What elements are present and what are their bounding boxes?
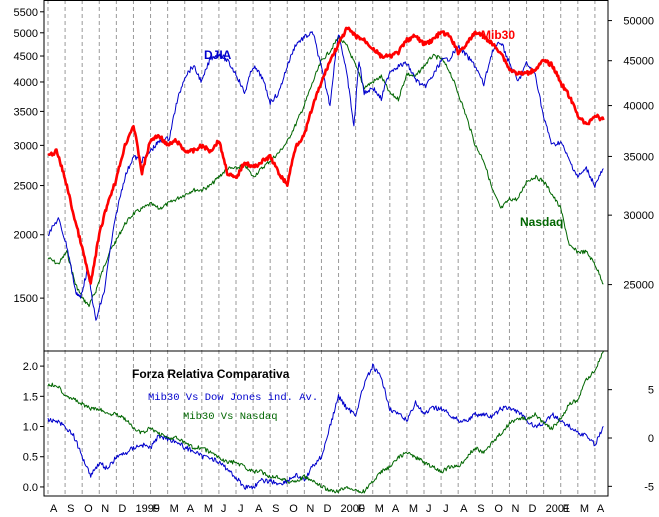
djia-annotation: DJIA: [204, 48, 232, 62]
x-tick-label: A: [50, 503, 58, 515]
x-tick-label: A: [597, 503, 605, 515]
x-tick-label: S: [67, 503, 74, 515]
y2-tick-label: 35000: [623, 151, 654, 163]
y-tick-label: 1.0: [23, 422, 38, 434]
y2-tick-label: 25000: [623, 280, 654, 292]
y-tick-label: 1.5: [23, 391, 38, 403]
y-tick-label: 2.0: [23, 361, 38, 373]
x-tick-label: O: [494, 503, 503, 515]
mib30-line: [47, 26, 605, 285]
x-tick-label: D: [323, 503, 331, 515]
y2-tick-label: 5: [648, 385, 654, 397]
lower-series-label: Mib30 Vs Nasdaq: [183, 411, 278, 423]
x-tick-label: S: [272, 503, 279, 515]
mib30-vs-nasdaq-line: [47, 350, 604, 494]
y2-tick-label: 50000: [623, 16, 654, 28]
y-tick-label: 2500: [14, 181, 38, 193]
x-tick-label: N: [306, 503, 314, 515]
x-tick-label: O: [289, 503, 298, 515]
y-tick-label: 2000: [14, 230, 38, 242]
lower-panel-title: Forza Relativa Comparativa: [132, 367, 290, 381]
x-tick-label: M: [204, 503, 213, 515]
x-tick-label: A: [460, 503, 468, 515]
x-tick-label: A: [392, 503, 400, 515]
x-tick-label: J: [238, 503, 244, 515]
plot-border: [43, 0, 609, 497]
y-tick-label: 0.0: [23, 482, 38, 494]
y-tick-label: 3000: [14, 140, 38, 152]
y2-tick-label: 30000: [623, 210, 654, 222]
djia-line: [47, 31, 604, 321]
nasdaq-annotation: Nasdaq: [520, 215, 563, 229]
lower-series-label: Mib30 Vs Dow Jones ind. Av.: [148, 392, 318, 404]
x-tick-label: D: [118, 503, 126, 515]
x-tick-label: A: [255, 503, 263, 515]
month-grid: [47, 0, 596, 496]
x-tick-label: M: [580, 503, 589, 515]
y-tick-label: 5000: [14, 28, 38, 40]
y2-tick-label: -5: [644, 481, 654, 493]
x-tick-label: F: [153, 503, 160, 515]
x-tick-label: D: [529, 503, 537, 515]
x-tick-label: J: [221, 503, 227, 515]
x-tick-label: N: [511, 503, 519, 515]
nasdaq-line: [47, 35, 604, 308]
y2-tick-label: 0: [648, 433, 654, 445]
mib30-vs-dow-line: [47, 363, 604, 490]
y-tick-label: 3500: [14, 106, 38, 118]
x-tick-label: M: [409, 503, 418, 515]
y-tick-label: 1500: [14, 293, 38, 305]
y-tick-label: 0.5: [23, 452, 38, 464]
plot-frame: [43, 0, 609, 497]
x-tick-label: 2000: [341, 503, 365, 515]
x-tick-label: 1999: [135, 503, 159, 515]
y2-tick-label: 45000: [623, 56, 654, 68]
x-tick-label: M: [375, 503, 384, 515]
y-tick-label: 4000: [14, 77, 38, 89]
x-tick-label: S: [477, 503, 484, 515]
x-tick-label: F: [563, 503, 570, 515]
y-tick-label: 4500: [14, 51, 38, 63]
x-tick-label: J: [426, 503, 432, 515]
y-tick-label: 5500: [14, 7, 38, 19]
x-tick-label: A: [187, 503, 195, 515]
x-tick-label: N: [101, 503, 109, 515]
mib30-annotation: Mib30: [481, 28, 515, 42]
x-tick-label: M: [170, 503, 179, 515]
x-tick-label: 2001: [546, 503, 570, 515]
x-tick-label: O: [84, 503, 93, 515]
y2-tick-label: 40000: [623, 101, 654, 113]
x-tick-label: J: [443, 503, 449, 515]
x-tick-label: F: [358, 503, 365, 515]
